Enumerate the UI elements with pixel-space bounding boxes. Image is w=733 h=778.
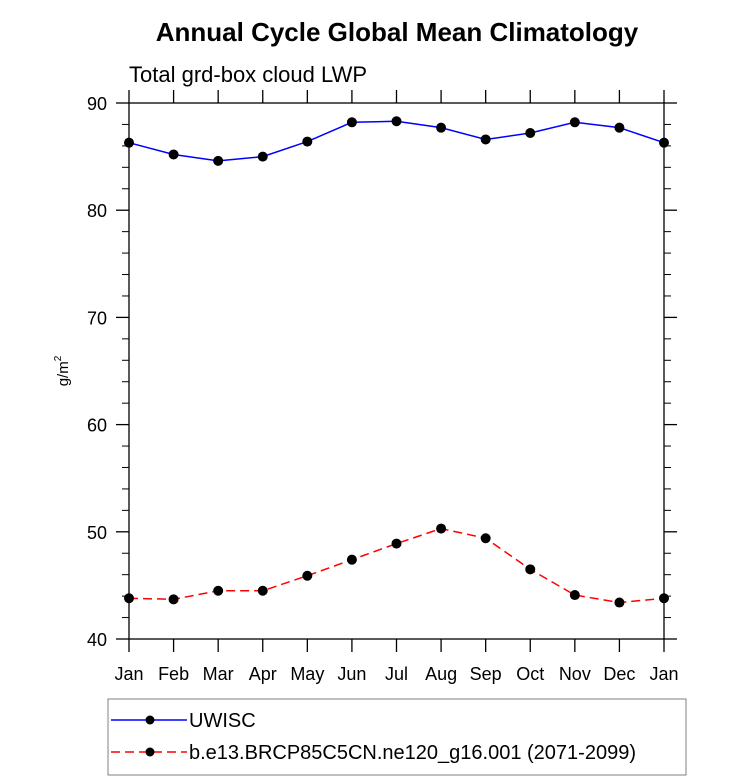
series-line (128, 120, 665, 162)
data-point (168, 149, 179, 160)
y-tick-label: 70 (87, 308, 107, 328)
x-tick-label: Oct (516, 664, 544, 684)
y-axis-label-superscript: 2 (53, 355, 64, 361)
y-axis-label: g/m2 (53, 355, 72, 386)
x-tick-label: Aug (425, 664, 457, 684)
legend-marker (145, 747, 155, 757)
data-point (346, 554, 357, 565)
chart-title: Annual Cycle Global Mean Climatology (156, 17, 639, 47)
legend-item: UWISC (111, 710, 256, 732)
series-layer (124, 116, 669, 608)
data-point (525, 564, 536, 575)
x-tick-label: Jan (649, 664, 678, 684)
y-tick-label: 50 (87, 523, 107, 543)
x-tick-label: Feb (158, 664, 189, 684)
data-point (391, 116, 402, 127)
data-point (614, 597, 625, 608)
data-point (525, 128, 536, 139)
data-point (124, 137, 134, 148)
legend-item: b.e13.BRCP85C5CN.ne120_g16.001 (2071-209… (111, 742, 636, 764)
data-point (257, 585, 268, 596)
legend-box (107, 698, 687, 776)
legend: UWISC b.e13.BRCP85C5CN.ne120_g16.001 (207… (107, 698, 687, 776)
data-point (569, 590, 580, 601)
x-tick-label: Jul (385, 664, 408, 684)
x-tick-label: Apr (249, 664, 277, 684)
data-point (480, 134, 491, 145)
series-model (124, 523, 669, 608)
data-point (436, 523, 447, 534)
data-point (659, 593, 669, 604)
series-uwisc (124, 116, 669, 166)
data-point (213, 155, 224, 166)
x-tick-label: Mar (203, 664, 234, 684)
y-axis-label-text: g/m (55, 361, 72, 386)
data-point (614, 122, 625, 133)
data-point (480, 533, 491, 544)
x-tick-label: Sep (470, 664, 502, 684)
y-tick-label: 90 (87, 94, 107, 114)
data-point (168, 594, 179, 605)
chart-subtitle: Total grd-box cloud LWP (129, 62, 367, 87)
x-tick-label: Dec (603, 664, 635, 684)
y-tick-label: 60 (87, 416, 107, 436)
data-point (302, 136, 313, 147)
legend-label: UWISC (189, 710, 256, 732)
x-tick-label: May (290, 664, 324, 684)
data-point (124, 593, 134, 604)
data-point (302, 570, 313, 581)
data-point (346, 117, 357, 128)
svg-text:g/m2: g/m2 (53, 355, 72, 386)
x-tick-label: Jun (337, 664, 366, 684)
plot-axes: Jan Feb Mar Apr May Jun Jul Aug Sep Oct Nov Dec Jan 4… (87, 90, 679, 684)
data-point (391, 538, 402, 549)
legend-marker (145, 715, 155, 725)
y-tick-label: 40 (87, 630, 107, 650)
data-point (659, 137, 669, 148)
x-tick-label: Jan (114, 664, 143, 684)
y-tick-label: 80 (87, 201, 107, 221)
data-point (569, 117, 580, 128)
x-tick-label: Nov (559, 664, 591, 684)
legend-label: b.e13.BRCP85C5CN.ne120_g16.001 (2071-209… (189, 742, 636, 764)
data-point (436, 122, 447, 133)
data-point (213, 585, 224, 596)
data-point (257, 151, 268, 162)
plot-frame (128, 102, 665, 640)
